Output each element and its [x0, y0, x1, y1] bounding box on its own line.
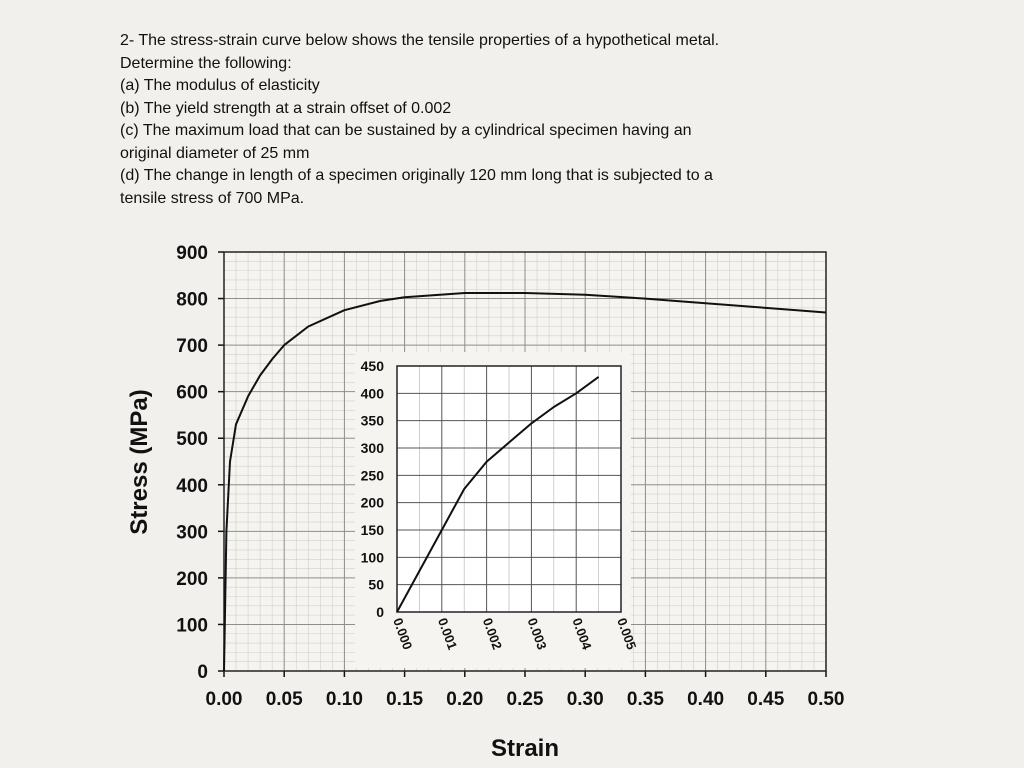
main-y-tick-label: 900	[176, 243, 208, 264]
main-stress-strain-curve	[223, 292, 827, 672]
problem-part-b: (b) The yield strength at a strain offse…	[120, 99, 452, 117]
main-x-axis-title: Strain	[491, 735, 559, 762]
problem-part-a: (a) The modulus of elasticity	[120, 77, 320, 94]
main-x-tick-label: 0.15	[386, 689, 423, 710]
problem-part-d-line1: (d) The change in length of a specimen o…	[120, 167, 713, 184]
main-y-tick-label: 800	[176, 290, 208, 311]
main-y-tick-label: 600	[176, 383, 208, 404]
main-x-tick-label: 0.35	[627, 689, 664, 710]
main-x-tick-label: 0.40	[687, 689, 724, 710]
main-y-tick-label: 100	[176, 615, 208, 636]
inset-y-tick-label: 200	[361, 495, 385, 511]
main-x-tick-label: 0.30	[567, 689, 604, 710]
inset-chart: 0.000 0.001 0.002 0.003 0.004 0.0050501001502…	[355, 352, 639, 668]
inset-y-tick-label: 50	[368, 577, 384, 593]
main-x-tick-label: 0.25	[507, 689, 544, 710]
inset-y-tick-label: 350	[361, 413, 385, 429]
inset-plot-border	[396, 365, 622, 613]
inset-y-tick-label: 400	[361, 385, 385, 401]
main-y-tick-label: 0	[197, 662, 208, 683]
inset-y-tick-label: 450	[361, 358, 385, 374]
problem-part-d-line2: tensile stress of 700 MPa.	[120, 189, 305, 207]
inset-y-tick-label: 150	[361, 522, 385, 538]
inset-stress-strain-curve	[396, 376, 600, 613]
problem-part-c-line1: (c) The maximum load that can be sustain…	[120, 122, 692, 139]
main-x-tick-label: 0.10	[326, 689, 363, 710]
problem-determine: Determine the following:	[120, 54, 292, 72]
main-y-tick-label: 400	[176, 476, 208, 497]
inset-y-tick-label: 100	[361, 549, 385, 565]
inset-y-tick-label: 300	[361, 440, 385, 456]
main-y-tick-label: 700	[176, 336, 208, 357]
main-x-tick-label: 0.20	[446, 689, 483, 710]
main-y-tick-label: 500	[176, 429, 208, 450]
main-x-tick-label: 0.00	[206, 689, 243, 710]
main-y-tick-label: 200	[176, 569, 208, 590]
main-x-tick-label: 0.45	[747, 689, 784, 710]
main-plot-border	[223, 251, 827, 672]
main-y-tick-label: 300	[176, 522, 208, 543]
main-x-tick-label: 0.05	[266, 689, 303, 710]
inset-y-tick-label: 250	[361, 467, 385, 483]
main-y-axis-title: Stress (MPa)	[126, 389, 153, 534]
problem-intro: 2- The stress-strain curve below shows t…	[120, 32, 720, 49]
inset-y-tick-label: 0	[376, 604, 384, 620]
problem-part-c-line2: original diameter of 25 mm	[120, 144, 310, 162]
main-x-tick-label: 0.50	[808, 689, 845, 710]
problem-statement: 2- The stress-strain curve below shows t…	[120, 30, 920, 210]
